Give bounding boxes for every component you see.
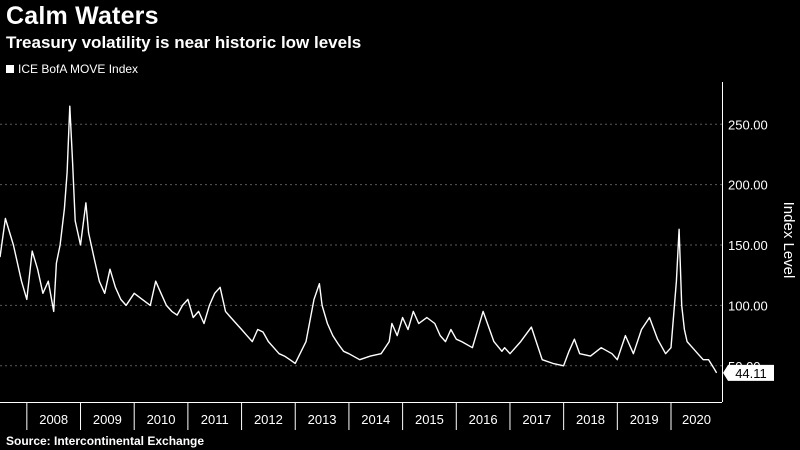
chart-title: Calm Waters xyxy=(6,2,159,30)
last-value-badge xyxy=(723,364,774,381)
series-line xyxy=(0,105,718,374)
x-tick-label: 2018 xyxy=(576,412,605,427)
legend-label: ICE BofA MOVE Index xyxy=(18,62,139,76)
x-tick-label: 2020 xyxy=(682,412,711,427)
x-tick-label: 2014 xyxy=(361,412,390,427)
y-tick-label: 250.00 xyxy=(728,117,768,132)
x-tick-label: 2009 xyxy=(93,412,122,427)
last-value-label: 44.11 xyxy=(735,366,767,381)
x-tick-label: 2012 xyxy=(254,412,283,427)
x-tick-label: 2008 xyxy=(39,412,68,427)
y-tick-label: 100.00 xyxy=(728,298,768,313)
legend-swatch xyxy=(6,65,14,73)
y-axis-title: Index Level xyxy=(780,202,797,279)
x-tick-label: 2015 xyxy=(415,412,444,427)
y-tick-label: 150.00 xyxy=(728,238,768,253)
x-tick-label: 2013 xyxy=(308,412,337,427)
x-tick-label: 2010 xyxy=(147,412,176,427)
chart-subtitle: Treasury volatility is near historic low… xyxy=(6,33,362,52)
x-tick-label: 2011 xyxy=(201,412,229,427)
source-note: Source: Intercontinental Exchange xyxy=(6,434,205,448)
x-tick-label: 2016 xyxy=(469,412,498,427)
legend: ICE BofA MOVE Index xyxy=(6,62,138,76)
x-tick-label: 2019 xyxy=(630,412,659,427)
y-tick-label: 200.00 xyxy=(728,178,768,193)
x-tick-label: 2017 xyxy=(522,412,551,427)
